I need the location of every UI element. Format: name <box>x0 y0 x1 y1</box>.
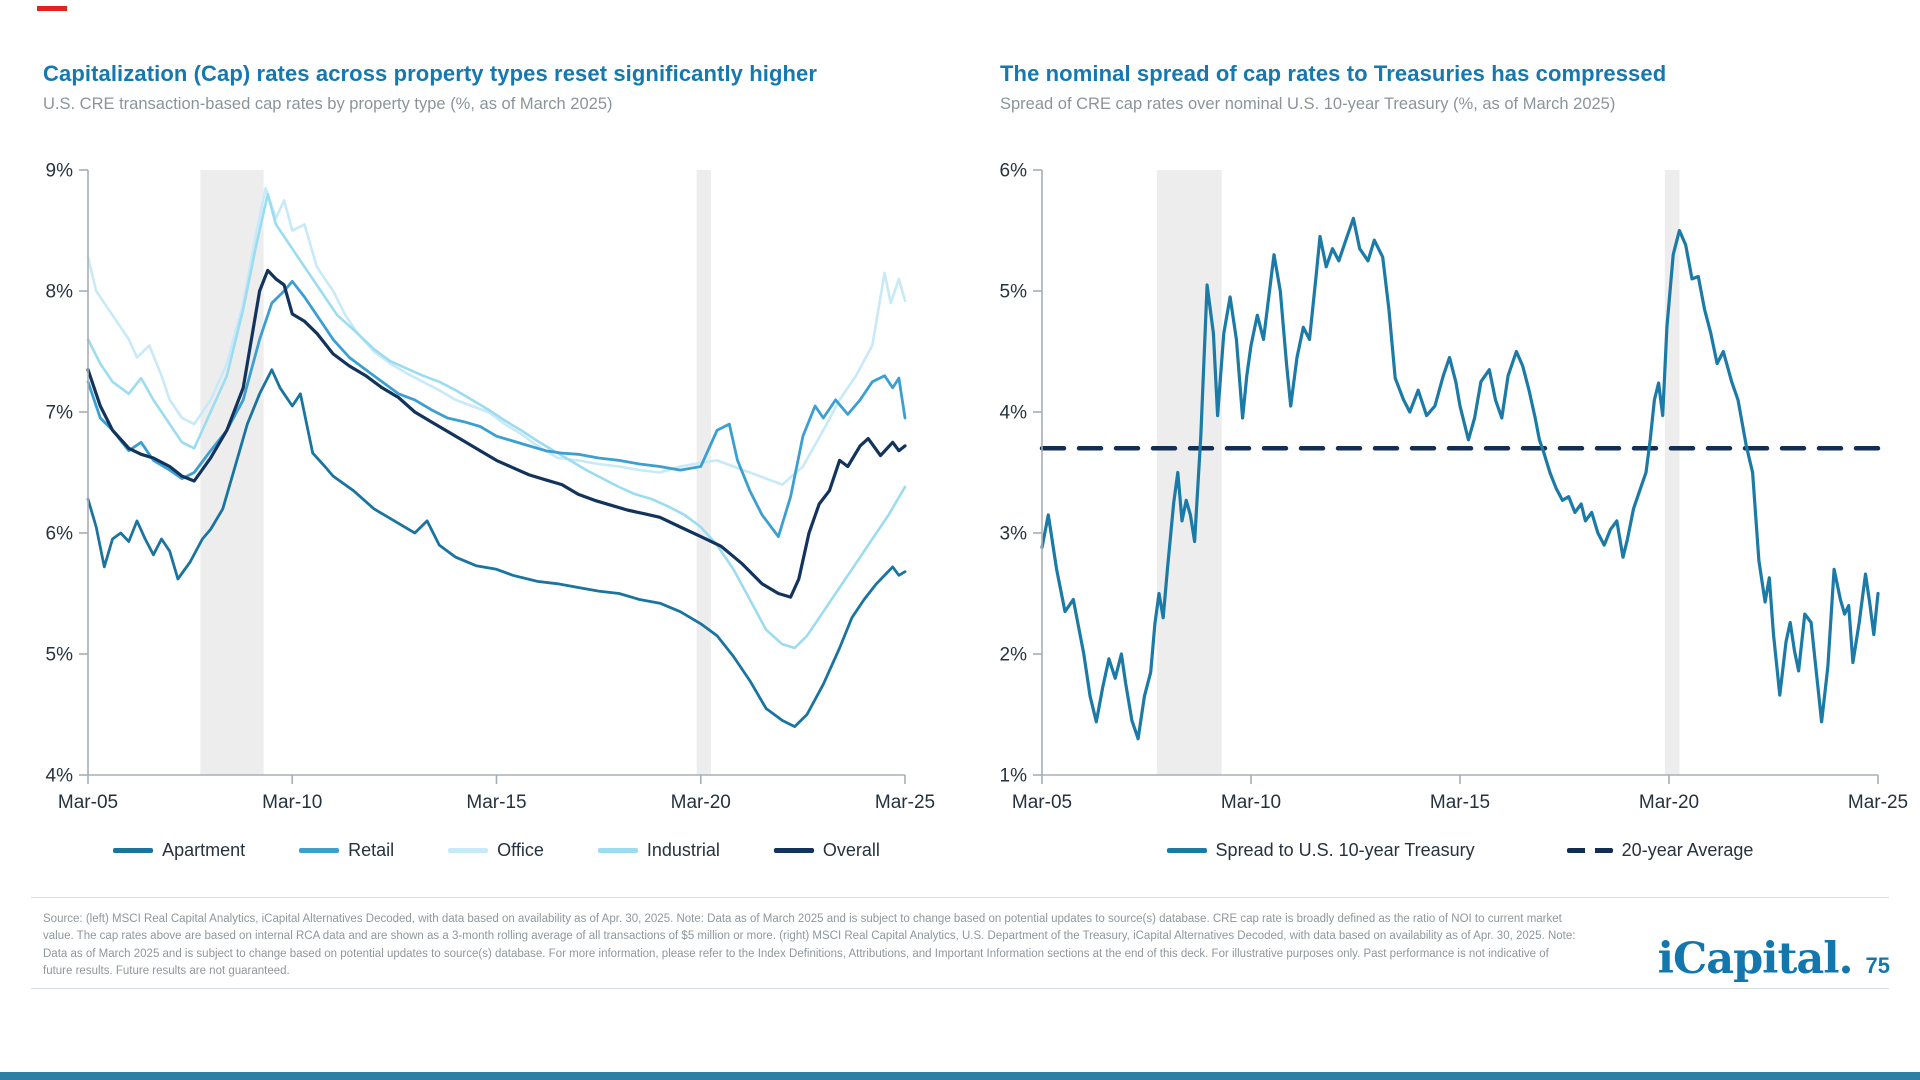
brand-block: iCapital. 75 <box>1658 934 1890 984</box>
footnote-line: Data as of March 2025 and is subject to … <box>43 947 1549 960</box>
source-footnote: Source: (left) MSCI Real Capital Analyti… <box>43 911 1693 981</box>
line-swatch-icon <box>113 848 154 853</box>
svg-text:6%: 6% <box>1000 161 1028 182</box>
left-chart-legend: Apartment Retail Office Industrial Overall <box>88 840 905 861</box>
svg-text:Mar-20: Mar-20 <box>1639 792 1699 813</box>
svg-text:9%: 9% <box>46 161 74 182</box>
legend-item-apartment: Apartment <box>113 840 245 861</box>
line-swatch-icon <box>448 848 489 853</box>
svg-text:4%: 4% <box>46 766 74 787</box>
line-swatch-icon <box>299 848 340 853</box>
legend-item-retail: Retail <box>299 840 394 861</box>
legend-item-20-year-average: 20-year Average <box>1566 840 1754 861</box>
svg-text:2%: 2% <box>1000 645 1028 666</box>
footnote-line: Source: (left) MSCI Real Capital Analyti… <box>43 913 1562 925</box>
svg-text:Mar-05: Mar-05 <box>1012 792 1072 813</box>
footnote-line: value. The cap rates above are based on … <box>43 930 1576 943</box>
right-chart-subtitle: Spread of CRE cap rates over nominal U.S… <box>1000 95 1616 113</box>
footer-bottom-divider <box>31 988 1889 989</box>
svg-text:Mar-20: Mar-20 <box>671 792 731 813</box>
footnote-line: future results. Future results are not g… <box>43 965 290 978</box>
svg-text:Mar-25: Mar-25 <box>875 792 935 813</box>
footer-top-divider <box>31 897 1889 898</box>
line-swatch-icon <box>773 848 814 853</box>
dashed-line-swatch-icon <box>1566 848 1613 853</box>
legend-item-office: Office <box>448 840 544 861</box>
legend-label: 20-year Average <box>1621 840 1754 860</box>
page-number: 75 <box>1865 953 1890 978</box>
legend-item-industrial: Industrial <box>597 840 720 861</box>
icapital-logo: iCapital. <box>1657 934 1854 984</box>
legend-label: Office <box>497 840 544 860</box>
legend-label: Retail <box>348 840 395 860</box>
svg-text:Mar-05: Mar-05 <box>58 792 118 813</box>
line-swatch-icon <box>1166 848 1207 853</box>
left-chart-subtitle: U.S. CRE transaction-based cap rates by … <box>43 95 613 113</box>
legend-label: Spread to U.S. 10-year Treasury <box>1215 840 1475 860</box>
svg-text:6%: 6% <box>46 524 74 545</box>
svg-text:8%: 8% <box>46 282 74 303</box>
svg-text:7%: 7% <box>46 403 74 424</box>
legend-label: Industrial <box>646 840 720 860</box>
svg-text:5%: 5% <box>46 645 74 666</box>
svg-text:3%: 3% <box>1000 524 1028 545</box>
red-accent-dash <box>37 6 67 11</box>
svg-text:Mar-10: Mar-10 <box>262 792 322 813</box>
svg-text:4%: 4% <box>1000 403 1028 424</box>
line-swatch-icon <box>597 848 638 853</box>
svg-text:Mar-15: Mar-15 <box>1430 792 1490 813</box>
legend-label: Overall <box>822 840 880 860</box>
left-chart-title: Capitalization (Cap) rates across proper… <box>43 61 818 86</box>
right-chart-legend: Spread to U.S. 10-year Treasury 20-year A… <box>1042 840 1878 861</box>
svg-text:Mar-25: Mar-25 <box>1848 792 1908 813</box>
legend-label: Apartment <box>162 840 246 860</box>
right-chart-title: The nominal spread of cap rates to Treas… <box>1000 61 1667 86</box>
legend-item-spread-to-u-s-10-year-treasury: Spread to U.S. 10-year Treasury <box>1166 840 1475 861</box>
svg-text:Mar-15: Mar-15 <box>466 792 526 813</box>
svg-text:5%: 5% <box>1000 282 1028 303</box>
legend-item-overall: Overall <box>773 840 880 861</box>
chart-0: 9% 8% 7% 6% 5% 4% Mar-05 Mar-10 Mar-15 Mar-20 Mar-… <box>46 161 936 814</box>
svg-text:Mar-10: Mar-10 <box>1221 792 1281 813</box>
svg-text:1%: 1% <box>1000 766 1028 787</box>
chart-1: 6% 5% 4% 3% 2% 1% Mar-05 Mar-10 Mar-15 Mar-20 Mar-… <box>1000 161 1909 814</box>
bottom-accent-bar <box>0 1072 1920 1080</box>
